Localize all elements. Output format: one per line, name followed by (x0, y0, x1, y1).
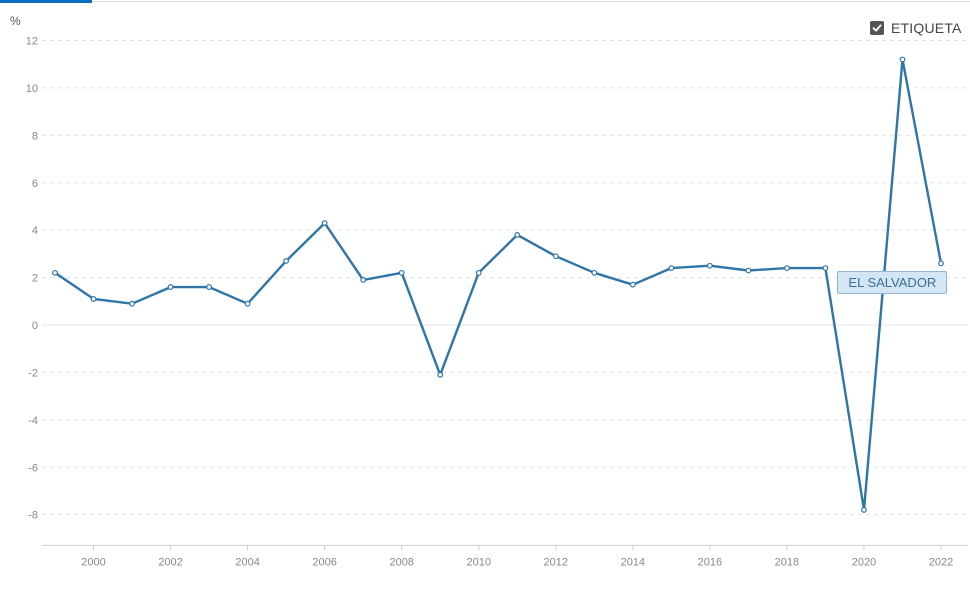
y-tick-label: -4 (28, 415, 38, 427)
data-point-2003[interactable] (206, 284, 212, 290)
y-tick-label: 2 (32, 273, 38, 285)
series-layer (52, 56, 944, 513)
data-point-2007[interactable] (360, 277, 367, 283)
data-point-2016[interactable] (706, 262, 713, 269)
x-tick-label: 2000 (81, 556, 105, 568)
y-tick-label: 6 (32, 178, 38, 190)
data-point-2021[interactable] (899, 56, 906, 63)
top-divider (92, 1, 970, 2)
y-unit-label: % (10, 14, 21, 28)
x-tick-label: 2008 (389, 556, 413, 568)
x-tick-label: 2010 (466, 556, 490, 568)
data-point-2011[interactable] (514, 232, 521, 238)
legend-toggle[interactable]: ETIQUETA (870, 20, 962, 36)
x-tick-label: 2002 (158, 556, 182, 568)
y-tick-label: 12 (26, 36, 38, 48)
x-tick-label: 2016 (698, 556, 722, 568)
series-label-el-salvador: EL SALVADOR (837, 271, 948, 295)
x-tick-label: 2022 (929, 556, 953, 568)
data-point-2022[interactable] (938, 260, 944, 267)
data-point-2019[interactable] (822, 265, 829, 272)
data-point-2005[interactable] (283, 258, 290, 264)
data-point-2008[interactable] (398, 269, 405, 276)
data-point-2000[interactable] (90, 296, 97, 302)
y-tick-label: -6 (28, 462, 38, 474)
series-line-0 (53, 58, 943, 512)
x-tick-label: 2014 (621, 556, 645, 568)
top-accent-bar (0, 0, 92, 3)
x-axis-ticks: 2000 2002 2004 2006 2008 2010 2012 2014 2016 2018… (81, 545, 953, 568)
legend-label: ETIQUETA (891, 20, 962, 36)
checkbox-icon[interactable] (870, 21, 884, 35)
data-point-2004[interactable] (244, 300, 251, 307)
data-point-2014[interactable] (629, 281, 636, 288)
data-point-2018[interactable] (784, 265, 790, 272)
data-point-2020[interactable] (861, 507, 867, 513)
data-point-2001[interactable] (129, 300, 135, 307)
y-tick-label: 0 (32, 320, 38, 332)
y-tick-label: 10 (26, 83, 38, 95)
data-point-2010[interactable] (475, 269, 482, 276)
data-point-2017[interactable] (745, 267, 752, 274)
x-tick-label: 2006 (312, 556, 336, 568)
x-tick-label: 2012 (544, 556, 568, 568)
y-axis-ticks: 12 10 8 6 4 2 0 -2 -4 -6 -8 (26, 36, 38, 522)
data-point-2012[interactable] (552, 253, 559, 260)
data-point-2015[interactable] (668, 265, 675, 272)
y-tick-label: 8 (32, 130, 38, 142)
x-tick-label: 2020 (852, 556, 876, 568)
x-tick-label: 2004 (235, 556, 259, 568)
grid-lines (42, 40, 968, 546)
data-point-2009[interactable] (437, 371, 444, 378)
data-point-1999[interactable] (52, 269, 58, 276)
data-point-2006[interactable] (321, 220, 328, 226)
data-point-2002[interactable] (167, 284, 174, 290)
y-tick-label: 4 (32, 225, 38, 237)
y-tick-label: -8 (28, 510, 38, 522)
x-tick-label: 2018 (775, 556, 799, 568)
data-point-2013[interactable] (591, 269, 598, 276)
y-tick-label: -2 (28, 367, 38, 379)
